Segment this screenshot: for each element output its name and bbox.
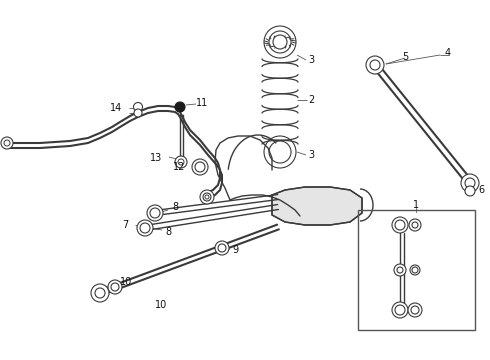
Circle shape [91,284,109,302]
Circle shape [134,109,142,117]
Circle shape [175,156,187,168]
Text: 12: 12 [172,162,185,172]
Circle shape [408,303,422,317]
Text: 8: 8 [172,202,178,212]
Circle shape [409,219,421,231]
Text: 8: 8 [165,227,171,237]
Circle shape [392,302,408,318]
Text: 2: 2 [308,95,314,105]
Text: 6: 6 [478,185,484,195]
Circle shape [465,186,475,196]
Circle shape [133,103,143,112]
Text: 3: 3 [308,150,314,160]
Text: 5: 5 [402,52,408,62]
Circle shape [175,102,185,112]
Circle shape [273,35,287,49]
Text: 9: 9 [232,245,238,255]
Text: 13: 13 [150,153,162,163]
Circle shape [394,264,406,276]
Text: 10: 10 [155,300,167,310]
Circle shape [392,217,408,233]
Circle shape [461,174,479,192]
Text: 14: 14 [110,103,122,113]
Text: 7: 7 [122,220,128,230]
Text: 3: 3 [308,55,314,65]
Circle shape [147,205,163,221]
Circle shape [108,280,122,294]
Bar [358,210,475,330]
Circle shape [1,137,13,149]
Circle shape [410,265,420,275]
Text: 1: 1 [413,200,419,210]
Polygon shape [272,187,362,225]
Circle shape [366,56,384,74]
Circle shape [200,190,214,204]
Circle shape [192,159,208,175]
Text: 11: 11 [196,98,208,108]
Circle shape [215,241,229,255]
Text: 10: 10 [120,277,132,287]
Circle shape [203,193,211,201]
Text: 4: 4 [445,48,451,58]
Circle shape [137,220,153,236]
